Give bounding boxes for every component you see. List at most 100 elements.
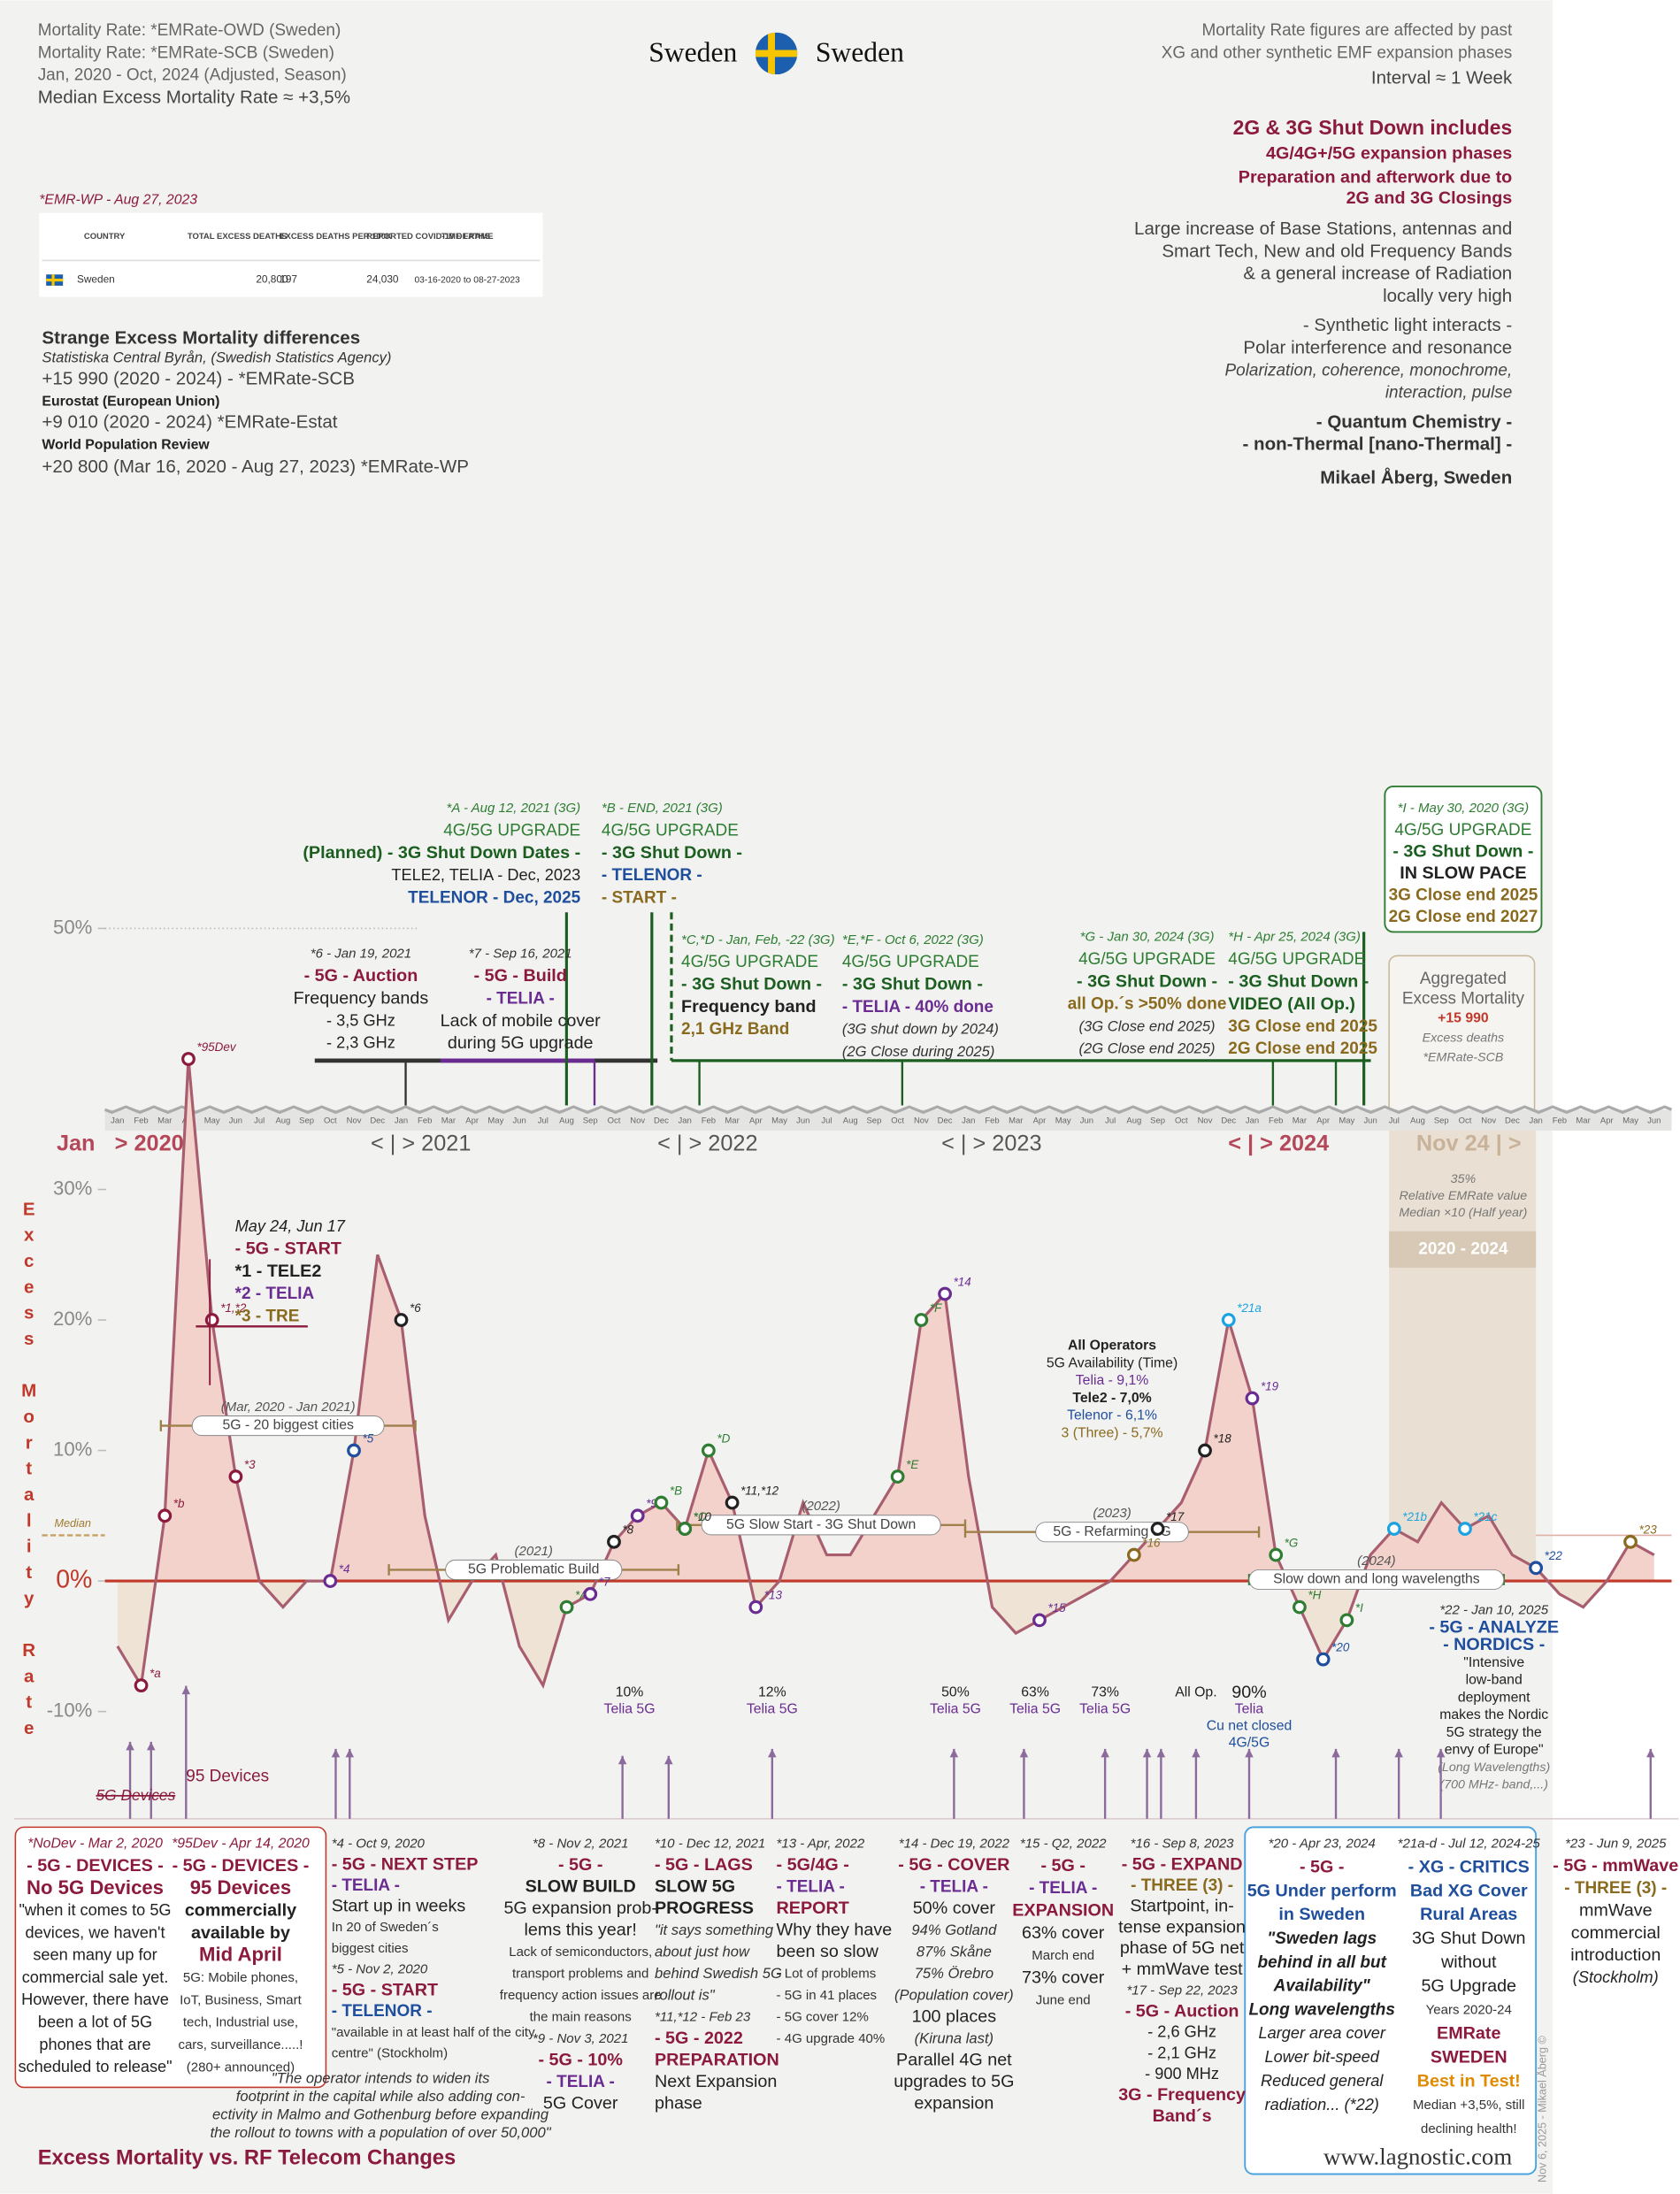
phase-label: Slow down and long wavelengths [1273, 1572, 1480, 1587]
event-detail: - TELIA - [1029, 1879, 1097, 1898]
event-note: - 3G Shut Down - [681, 975, 822, 994]
phase-label-bg [701, 1515, 941, 1536]
event-arrow-head [1156, 1748, 1166, 1758]
event-detail: No 5G Devices [27, 1876, 164, 1899]
event-label: *E [906, 1458, 919, 1471]
phase-label-bg [1035, 1522, 1189, 1543]
event-detail: phones that are [39, 2036, 150, 2053]
event-marker [1529, 1561, 1544, 1576]
year-label: Jan [57, 1131, 96, 1155]
table-cell: 197 [280, 273, 297, 286]
month-label: Jul [254, 1116, 265, 1125]
month-label: Jun [229, 1116, 242, 1125]
event-detail: *23 - Jun 9, 2025 [1565, 1836, 1667, 1851]
aggregate-note: Excess Mortality [1402, 989, 1525, 1008]
event-detail: - 5G - COVER [898, 1855, 1009, 1875]
event-detail: *95Dev - Apr 14, 2020 [172, 1837, 310, 1852]
year-label: < | > 2023 [941, 1131, 1041, 1155]
event-arrow-head [1646, 1748, 1655, 1758]
coverage-label: 73% [1091, 1685, 1119, 1700]
analysis-note: (Long Wavelengths) [1438, 1761, 1550, 1775]
event-detail: - 5G - 2022 [655, 2029, 743, 2048]
month-label: Sep [299, 1116, 314, 1125]
event-label: *17 [1166, 1510, 1185, 1523]
event-detail: Long wavelengths [1248, 2001, 1394, 2020]
event-detail: - TELIA - [332, 1876, 400, 1895]
event-detail: - TELIA - [920, 1877, 988, 1896]
event-detail: Start up in weeks [332, 1897, 466, 1916]
event-note: (2G Close during 2025) [842, 1043, 994, 1060]
event-detail: 3G Shut Down [1412, 1929, 1525, 1948]
event-note: 2G Close end 2027 [1389, 908, 1538, 926]
event-note: (2G Close end 2025) [1079, 1040, 1216, 1057]
event-detail: - THREE (3) - [1131, 1876, 1233, 1895]
event-detail: transport problems and [512, 1966, 648, 1981]
event-detail: - 5G - LAGS [655, 1855, 753, 1875]
event-detail: scheduled to release" [18, 2058, 172, 2075]
event-detail: 94% Gotland [911, 1922, 997, 1938]
event-note: (3G shut down by 2024) [842, 1020, 999, 1037]
event-detail: PROGRESS [655, 1899, 754, 1918]
event-arrow-head [1142, 1748, 1152, 1758]
month-label: Apr [1316, 1116, 1330, 1125]
event-detail: behind Swedish 5G [655, 1965, 782, 1982]
year-label: > 2020 [115, 1131, 184, 1155]
header-note: interaction, pulse [1385, 384, 1512, 403]
event-label: *21c [1473, 1510, 1497, 1523]
table-header: TOTAL EXCESS DEATHS [188, 232, 287, 242]
year-label: < | > 2024 [1228, 1131, 1329, 1155]
event-detail: June end [1036, 1992, 1091, 2007]
month-label: May [771, 1116, 787, 1125]
event-marker [204, 1313, 219, 1327]
event-detail: EMRate [1437, 2024, 1500, 2044]
event-detail: Median +3,5%, still [1413, 2098, 1524, 2113]
event-note: TELE2, TELIA - Dec, 2023 [391, 866, 580, 884]
event-detail: *15 - Q2, 2022 [1020, 1836, 1107, 1851]
header-note: - non-Thermal [nano-Thermal] - [1242, 434, 1512, 455]
event-arrow-head [1331, 1748, 1340, 1758]
event-label: *D [717, 1431, 730, 1445]
country-title: Sweden [816, 36, 904, 67]
event-note: 4G/5G UPGRADE [443, 822, 580, 840]
event-detail: - 5G - EXPAND [1122, 1854, 1243, 1874]
event-detail: devices, we haven't [26, 1923, 165, 1941]
event-marker [890, 1469, 905, 1484]
start-note: - 5G - START [235, 1239, 341, 1259]
event-marker [1386, 1522, 1401, 1536]
event-label: *1,*2 [220, 1301, 247, 1315]
event-note: during 5G upgrade [448, 1033, 594, 1053]
event-marker [1032, 1613, 1047, 1628]
event-detail: - 5G - [1040, 1856, 1085, 1876]
event-arrow-head [1192, 1748, 1201, 1758]
event-note: 3G Close end 2025 [1228, 1017, 1377, 1036]
event-detail: *14 - Dec 19, 2022 [899, 1836, 1010, 1851]
event-label: *H [1308, 1588, 1321, 1601]
event-label: *19 [1261, 1379, 1279, 1392]
event-detail: commercial [1571, 1923, 1661, 1943]
event-marker [654, 1495, 669, 1510]
flag-icon [46, 279, 64, 282]
event-marker [394, 1313, 409, 1327]
difference-line: World Population Review [42, 437, 210, 452]
event-arrow-head [1101, 1748, 1109, 1758]
coverage-label: 4G/5G [1229, 1736, 1270, 1751]
event-detail: introduction [1570, 1945, 1661, 1965]
event-detail: (Kiruna last) [915, 2029, 993, 2046]
analysis-note: low-band [1466, 1673, 1523, 1688]
event-detail: Parallel 4G net [896, 2051, 1012, 2070]
event-note: *H - Apr 25, 2024 (3G) [1228, 930, 1361, 945]
event-detail: 5G Upgrade [1421, 1976, 1516, 1996]
coverage-label: Telia 5G [604, 1702, 656, 1717]
event-note: 2G Close end 2025 [1228, 1039, 1377, 1058]
year-label: Nov 24 | > [1416, 1131, 1522, 1155]
event-detail: Why they have [777, 1921, 893, 1940]
event-note: - 2,3 GHz [326, 1034, 395, 1052]
event-detail: Lack of semiconductors, [509, 1945, 652, 1960]
event-detail: 5G Cover [543, 2094, 618, 2113]
event-detail: Next Expansion [655, 2072, 777, 2091]
event-detail: Years 2020-24 [1426, 2002, 1512, 2017]
event-detail: 63% cover [1022, 1923, 1105, 1943]
event-note: - TELIA - [487, 989, 555, 1008]
area-negative [117, 1581, 1654, 1686]
event-detail: about just how [655, 1943, 750, 1960]
